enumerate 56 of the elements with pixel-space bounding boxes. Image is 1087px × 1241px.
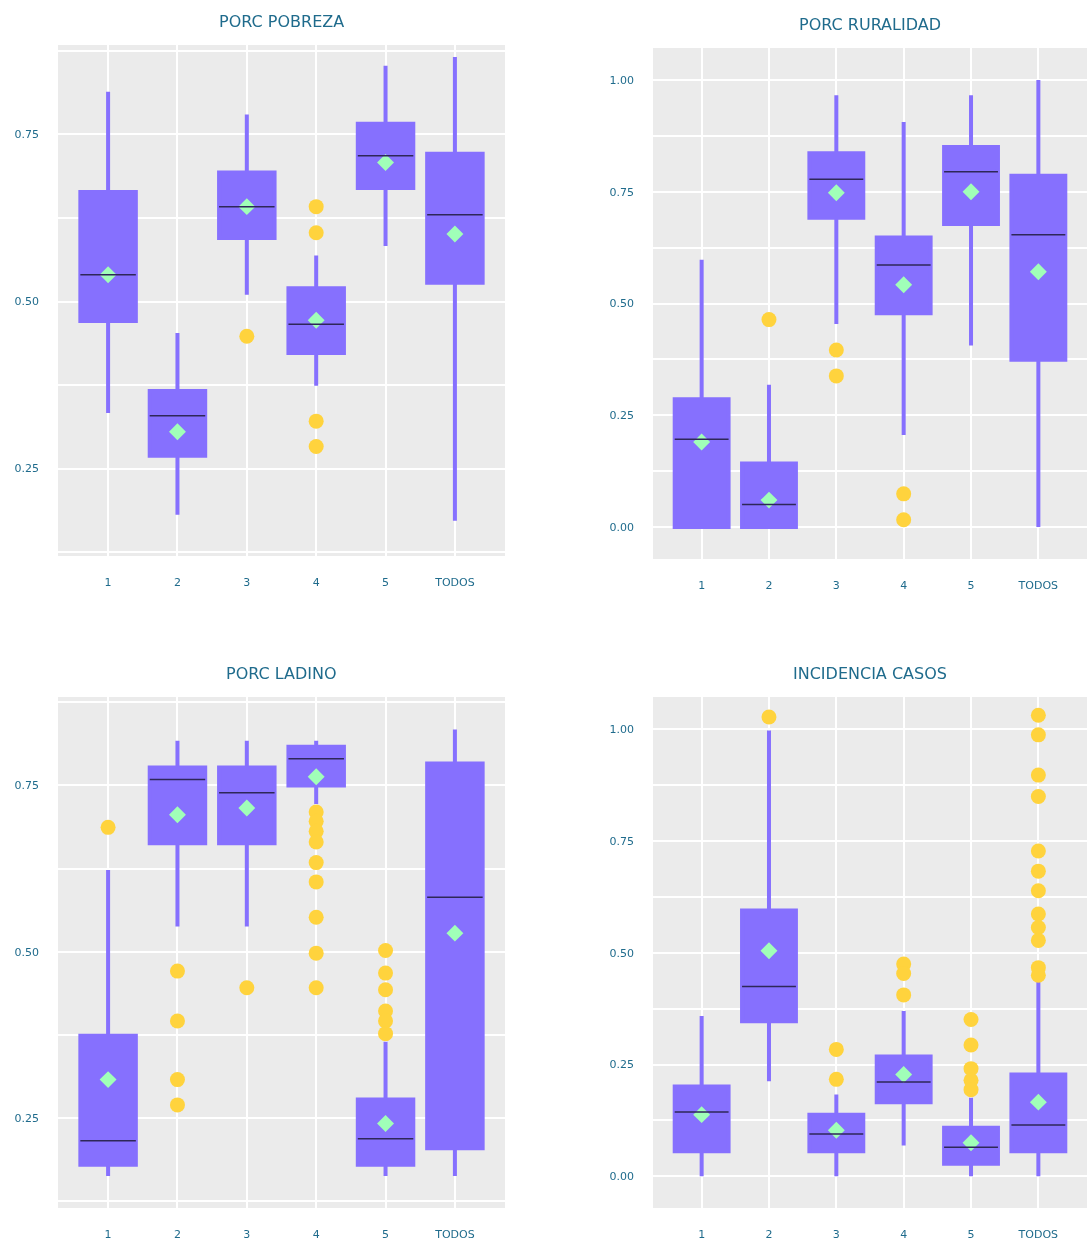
x-tick-label: 3: [243, 1228, 251, 1241]
x-tick-label: 1: [698, 1228, 706, 1241]
y-tick-label: 0.25: [14, 462, 39, 476]
x-tick-label: 5: [382, 576, 390, 590]
x-tick-label: 3: [243, 576, 251, 590]
x-tick-label: TODOS: [1017, 1228, 1059, 1241]
point: [962, 183, 980, 201]
chart-title: PORC POBREZA: [219, 12, 345, 31]
point: [895, 276, 913, 294]
x-tick-label: 1: [104, 1228, 112, 1241]
x-tick-label: 5: [382, 1228, 390, 1241]
x-tick-label: 5: [967, 1228, 975, 1241]
point: [308, 413, 324, 429]
y-tick-label: 0.50: [14, 945, 39, 959]
x-tick-label: 2: [173, 1228, 181, 1241]
chart-title: INCIDENCIA CASOS: [793, 664, 947, 683]
x-tick-label: 3: [832, 579, 840, 593]
x-tick-label: 1: [698, 579, 706, 593]
point: [377, 154, 394, 171]
x-tick-label: 5: [967, 579, 975, 593]
point: [828, 368, 844, 384]
point: [760, 491, 778, 509]
point: [693, 433, 711, 451]
x-tick-label: 3: [832, 1228, 840, 1241]
point: [1029, 263, 1047, 281]
y-tick-label: 0.00: [609, 1170, 634, 1184]
y-tick-label: 0.50: [609, 946, 634, 960]
point: [446, 225, 464, 243]
chart-title: PORC LADINO: [226, 664, 337, 683]
y-tick-label: 0.75: [609, 185, 634, 199]
y-tick-label: 0.25: [609, 409, 634, 423]
point: [827, 184, 845, 202]
y-tick-label: 0.75: [609, 835, 634, 849]
x-tick-label: 2: [765, 1228, 773, 1241]
x-tick-label: 4: [900, 1228, 908, 1241]
x-tick-label: 4: [312, 576, 320, 590]
point: [896, 486, 912, 502]
x-tick-label: 2: [765, 579, 773, 593]
x-tick-label: 2: [173, 576, 181, 590]
y-tick-label: 0.25: [14, 1112, 39, 1126]
y-tick-label: 1.00: [609, 73, 634, 87]
x-tick-label: 4: [312, 1228, 320, 1241]
x-tick-label: 4: [900, 579, 908, 593]
y-tick-label: 0.75: [14, 128, 39, 142]
point: [169, 423, 186, 441]
y-tick-label: 0.50: [14, 295, 39, 309]
chart-title: PORC RURALIDAD: [799, 15, 941, 34]
x-tick-label: TODOS: [1017, 579, 1059, 593]
y-tick-label: 0.00: [609, 520, 634, 534]
x-tick-label: TODOS: [434, 576, 475, 590]
x-tick-label: 1: [104, 576, 112, 590]
y-tick-label: 0.50: [609, 297, 634, 311]
y-tick-label: 0.75: [14, 779, 39, 793]
x-tick-label: TODOS: [434, 1228, 475, 1241]
y-tick-label: 1.00: [609, 723, 634, 737]
y-tick-label: 0.25: [609, 1058, 634, 1072]
